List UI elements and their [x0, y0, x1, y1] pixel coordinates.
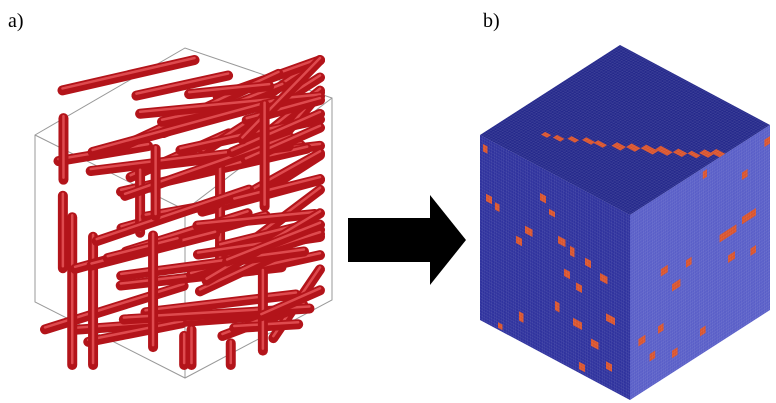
arrow — [348, 195, 466, 285]
figure: a) b) — [0, 0, 776, 403]
arrow-head — [430, 195, 466, 285]
arrow-shaft — [348, 218, 432, 262]
panel-label: b) — [483, 10, 500, 32]
panel-label: a) — [8, 10, 24, 32]
voxel-cube — [480, 45, 770, 400]
fibers — [45, 58, 320, 365]
